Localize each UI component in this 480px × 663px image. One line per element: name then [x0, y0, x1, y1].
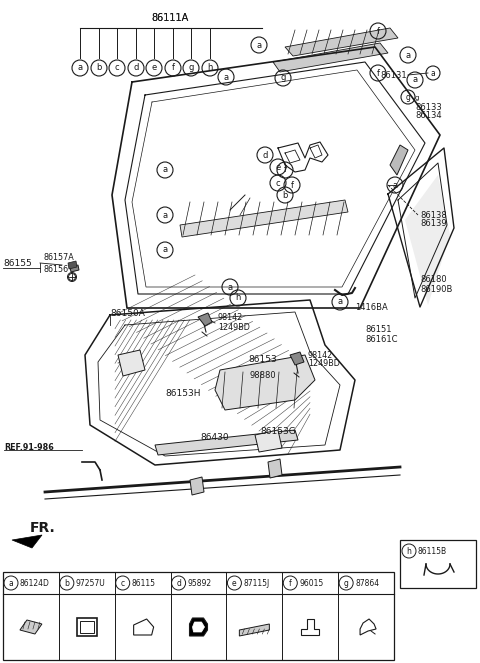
Text: g: g — [415, 95, 420, 101]
Text: 87864: 87864 — [355, 579, 379, 587]
Polygon shape — [268, 459, 282, 478]
Text: 86161C: 86161C — [365, 335, 397, 345]
Polygon shape — [190, 477, 204, 495]
Text: 96015: 96015 — [300, 579, 324, 587]
Text: 86134: 86134 — [415, 111, 442, 121]
Text: f: f — [284, 166, 287, 174]
Text: 86124D: 86124D — [20, 579, 50, 587]
Text: 86115B: 86115B — [418, 546, 447, 556]
Polygon shape — [180, 200, 348, 237]
Text: c: c — [115, 64, 120, 72]
Text: g: g — [406, 93, 410, 101]
Polygon shape — [215, 355, 315, 410]
Text: a: a — [256, 40, 262, 50]
Polygon shape — [285, 28, 398, 56]
Text: 86133: 86133 — [415, 103, 442, 113]
Text: 98142: 98142 — [218, 314, 243, 322]
Text: f: f — [171, 64, 175, 72]
Text: f: f — [290, 180, 293, 190]
Text: 86153G: 86153G — [260, 428, 296, 436]
Text: d: d — [176, 579, 181, 587]
Polygon shape — [390, 145, 408, 175]
Text: a: a — [337, 298, 343, 306]
Text: 97257U: 97257U — [76, 579, 106, 587]
Text: b: b — [96, 64, 102, 72]
Text: a: a — [228, 282, 233, 292]
Text: d: d — [133, 64, 139, 72]
Polygon shape — [273, 43, 388, 72]
Text: 86111A: 86111A — [151, 13, 189, 23]
Text: FR.: FR. — [30, 521, 56, 535]
Text: a: a — [9, 579, 13, 587]
Text: f: f — [376, 27, 380, 36]
Text: g: g — [344, 579, 348, 587]
Bar — [80, 621, 94, 633]
Text: 1249BD: 1249BD — [218, 324, 250, 333]
Polygon shape — [118, 350, 145, 376]
Text: REF.91-986: REF.91-986 — [4, 442, 54, 452]
Text: f: f — [289, 579, 292, 587]
Text: a: a — [162, 245, 168, 255]
Text: 86430: 86430 — [200, 432, 228, 442]
Polygon shape — [405, 175, 450, 305]
Text: e: e — [151, 64, 156, 72]
Polygon shape — [20, 620, 42, 634]
Text: a: a — [406, 50, 410, 60]
Text: 86138: 86138 — [420, 210, 447, 219]
Text: a: a — [393, 180, 397, 190]
Bar — [77, 618, 97, 636]
Polygon shape — [190, 618, 207, 636]
Text: 86153H: 86153H — [165, 389, 201, 398]
Text: 86131: 86131 — [380, 70, 407, 80]
Polygon shape — [192, 622, 204, 632]
Text: a: a — [431, 68, 435, 78]
Text: g: g — [280, 74, 286, 82]
Text: h: h — [407, 546, 411, 556]
Text: d: d — [262, 151, 268, 160]
Polygon shape — [198, 313, 212, 326]
Polygon shape — [290, 352, 304, 365]
Text: c: c — [120, 579, 125, 587]
Text: 1249BD: 1249BD — [308, 359, 340, 369]
Text: 86151: 86151 — [365, 326, 392, 335]
Text: g: g — [188, 64, 194, 72]
Text: 1416BA: 1416BA — [355, 304, 388, 312]
Text: e: e — [276, 162, 281, 172]
Text: b: b — [64, 579, 69, 587]
Text: 98880: 98880 — [250, 371, 276, 379]
Text: 87115J: 87115J — [243, 579, 270, 587]
Bar — [3, 572, 394, 660]
Polygon shape — [68, 261, 77, 269]
Text: e: e — [232, 579, 237, 587]
Text: 86157A: 86157A — [44, 253, 75, 263]
Polygon shape — [255, 430, 282, 452]
Polygon shape — [12, 535, 42, 548]
Text: 86115: 86115 — [132, 579, 156, 587]
Text: h: h — [207, 64, 213, 72]
Text: b: b — [282, 190, 288, 200]
Text: 86155: 86155 — [3, 259, 32, 267]
Text: 95892: 95892 — [188, 579, 212, 587]
Text: a: a — [412, 76, 418, 84]
Text: a: a — [77, 64, 83, 72]
Bar — [400, 540, 476, 588]
Text: 86150A: 86150A — [110, 308, 145, 318]
Polygon shape — [70, 265, 79, 272]
Text: a: a — [162, 210, 168, 219]
Text: 98142: 98142 — [308, 351, 333, 359]
Text: a: a — [162, 166, 168, 174]
Text: c: c — [276, 178, 280, 188]
Text: 86139: 86139 — [420, 219, 446, 229]
Polygon shape — [155, 430, 298, 455]
Text: 86153: 86153 — [248, 355, 277, 365]
Text: 86190B: 86190B — [420, 286, 452, 294]
Text: 86156: 86156 — [44, 265, 69, 274]
Text: h: h — [235, 294, 240, 302]
Text: 86180: 86180 — [420, 276, 446, 284]
Polygon shape — [240, 624, 269, 636]
Text: a: a — [223, 72, 228, 82]
Text: 86111A: 86111A — [151, 13, 189, 23]
Text: f: f — [376, 68, 380, 78]
